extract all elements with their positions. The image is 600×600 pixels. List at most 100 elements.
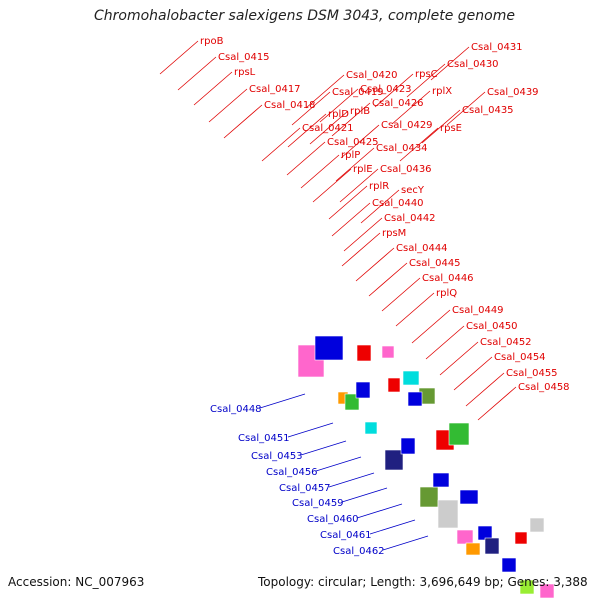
reverse-gene-label: Csal_0462	[333, 546, 385, 557]
forward-label-leader	[391, 90, 431, 125]
forward-gene-label: rpsL	[234, 67, 256, 78]
forward-gene-label: Csal_0429	[381, 120, 433, 131]
forward-gene-label: rplP	[341, 150, 360, 161]
forward-label-leader	[287, 113, 327, 148]
forward-label-leader	[477, 386, 517, 421]
reverse-gene-label: Csal_0461	[320, 530, 372, 541]
forward-gene-label: Csal_0454	[494, 352, 546, 363]
forward-label-leader	[399, 127, 439, 162]
forward-gene-label: Csal_0446	[422, 273, 474, 284]
gene-feature	[529, 517, 545, 533]
forward-gene-label: Csal_0421	[302, 123, 354, 134]
forward-gene-label: rplX	[432, 86, 452, 97]
forward-gene-label: Csal_0445	[409, 258, 461, 269]
forward-gene-label: Csal_0444	[396, 243, 448, 254]
forward-label-leader	[305, 74, 345, 109]
forward-gene-label: Csal_0415	[218, 52, 270, 63]
reverse-gene-label: Csal_0451	[238, 433, 290, 444]
gene-feature	[400, 437, 416, 455]
forward-label-leader	[411, 309, 451, 344]
reverse-label-leader	[287, 422, 334, 438]
accession-text: Accession: NC_007963	[8, 575, 145, 589]
forward-gene-label: Csal_0426	[372, 98, 424, 109]
forward-gene-label: Csal_0439	[487, 87, 539, 98]
gene-feature	[344, 393, 360, 411]
genome-summary-text: Topology: circular; Length: 3,696,649 bp…	[258, 575, 588, 589]
forward-gene-label: Csal_0419	[332, 87, 384, 98]
gene-feature	[387, 377, 401, 393]
reverse-gene-label: Csal_0456	[266, 467, 318, 478]
gene-feature	[501, 557, 517, 573]
forward-label-leader	[343, 217, 383, 252]
forward-gene-label: Csal_0431	[471, 42, 523, 53]
reverse-label-leader	[300, 440, 347, 456]
reverse-gene-label: Csal_0459	[292, 498, 344, 509]
forward-label-leader	[430, 46, 470, 81]
forward-label-leader	[331, 102, 371, 137]
gene-feature	[355, 381, 371, 399]
map-title: Chromohalobacter salexigens DSM 3043, co…	[94, 8, 515, 24]
forward-label-leader	[159, 40, 199, 75]
forward-label-leader	[341, 232, 381, 267]
forward-label-leader	[312, 168, 352, 203]
reverse-label-leader	[315, 456, 362, 472]
gene-feature	[456, 529, 474, 545]
forward-gene-label: rplD	[328, 109, 349, 120]
forward-label-leader	[261, 127, 301, 162]
forward-gene-label: Csal_0452	[480, 337, 532, 348]
forward-label-leader	[425, 325, 465, 360]
forward-gene-label: Csal_0436	[380, 164, 432, 175]
forward-label-leader	[355, 247, 395, 282]
forward-gene-label: secY	[401, 185, 425, 196]
forward-gene-label: rpsM	[382, 228, 406, 239]
forward-gene-label: Csal_0418	[264, 100, 316, 111]
forward-label-leader	[406, 63, 446, 98]
reverse-label-leader	[328, 472, 375, 488]
forward-label-leader	[360, 189, 400, 224]
forward-label-leader	[291, 91, 331, 126]
forward-gene-label: Csal_0450	[466, 321, 518, 332]
forward-label-leader	[439, 341, 479, 376]
forward-gene-label: Csal_0420	[346, 70, 398, 81]
reverse-gene-label: Csal_0448	[210, 404, 262, 415]
reverse-label-leader	[356, 503, 403, 519]
forward-label-leader	[309, 110, 349, 145]
forward-label-leader	[328, 185, 368, 220]
forward-label-leader	[177, 56, 217, 91]
forward-label-leader	[381, 277, 421, 312]
forward-gene-label: Csal_0430	[447, 59, 499, 70]
forward-label-leader	[374, 73, 414, 108]
forward-gene-label: Csal_0440	[372, 198, 424, 209]
reverse-label-leader	[341, 487, 388, 503]
reverse-gene-label: Csal_0453	[251, 451, 303, 462]
forward-gene-label: rpsC	[415, 69, 438, 80]
forward-label-leader	[331, 202, 371, 237]
gene-feature	[519, 579, 535, 595]
forward-label-leader	[286, 141, 326, 176]
forward-gene-label: Csal_0417	[249, 84, 301, 95]
gene-feature	[437, 499, 459, 529]
forward-gene-label: Csal_0458	[518, 382, 570, 393]
forward-gene-label: Csal_0435	[462, 105, 514, 116]
forward-label-leader	[465, 372, 505, 407]
reverse-label-leader	[369, 519, 416, 535]
gene-feature	[314, 335, 344, 361]
forward-label-leader	[300, 154, 340, 189]
forward-label-leader	[339, 168, 379, 203]
gene-feature	[448, 422, 470, 446]
gene-feature	[465, 542, 481, 556]
forward-gene-label: rplR	[369, 181, 389, 192]
gene-feature	[356, 344, 372, 362]
forward-gene-label: Csal_0425	[327, 137, 379, 148]
forward-label-leader	[368, 262, 408, 297]
forward-label-leader	[208, 88, 248, 123]
reverse-gene-label: Csal_0457	[279, 483, 331, 494]
forward-gene-label: rpsE	[440, 123, 462, 134]
gene-feature	[419, 486, 439, 508]
gene-feature	[384, 449, 404, 471]
forward-gene-label: Csal_0442	[384, 213, 436, 224]
forward-label-leader	[335, 147, 375, 182]
gene-feature	[432, 472, 450, 488]
